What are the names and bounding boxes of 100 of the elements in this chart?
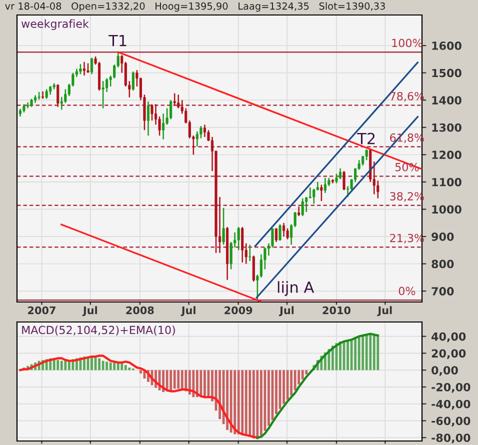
bar [166, 370, 168, 392]
bar [128, 368, 131, 370]
bar [290, 370, 293, 396]
bar [248, 370, 252, 437]
bar [177, 370, 180, 389]
candlestick [241, 226, 244, 264]
candlestick [60, 96, 63, 110]
y-tick-label: 900 [432, 232, 454, 241]
bar [173, 370, 176, 389]
bar [256, 370, 259, 440]
bar [102, 360, 104, 370]
candlestick [42, 90, 44, 100]
candlestick [106, 78, 108, 93]
candlestick [203, 124, 206, 138]
chart-subtitle: weekgrafiek [22, 19, 89, 30]
bar [226, 370, 229, 430]
bar [180, 370, 184, 390]
bar [237, 370, 240, 434]
bar [170, 370, 172, 390]
candlestick [331, 178, 334, 184]
candlestick [342, 170, 346, 191]
y-tick-label: 700 [432, 287, 454, 296]
candlestick [274, 228, 278, 243]
annotation: lijn A [278, 281, 314, 296]
bar [369, 334, 372, 370]
candlestick [196, 130, 198, 148]
bar [192, 370, 195, 398]
y-tick-label: 20,00 [432, 349, 466, 360]
candlestick [170, 99, 172, 120]
annotation: T1 [108, 35, 126, 46]
bar [354, 338, 357, 370]
x-tick-label: Jul [278, 306, 294, 316]
line-series [19, 354, 259, 439]
y-tick-label: -60,00 [432, 416, 470, 427]
candlestick [320, 184, 323, 202]
chart-title: vr 18-04-08 Open=1332,20 Hoog=1395,90 Laag=1324,35 Slot=1390,33 [5, 2, 385, 12]
candlestick [150, 104, 154, 122]
y-tick-label: -20,00 [432, 382, 470, 393]
candlestick [365, 149, 368, 161]
bar [260, 370, 262, 436]
candlestick [146, 100, 150, 136]
x-tick-label: 2009 [224, 306, 252, 314]
candlestick [173, 92, 176, 106]
candlestick [298, 206, 300, 217]
bar [109, 362, 112, 370]
annotation: 0% [398, 286, 416, 296]
y-tick-label: -80,00 [432, 434, 470, 444]
x-tick-label: Jul [82, 306, 97, 316]
x-tick-label: Jul [180, 306, 196, 316]
y-tick-label: 1200 [432, 150, 462, 160]
bar [376, 336, 380, 370]
bar [200, 370, 202, 396]
bar [56, 360, 60, 370]
bar [346, 341, 349, 370]
candlestick [222, 207, 225, 246]
candlestick [252, 254, 255, 282]
candlestick [237, 226, 240, 251]
bar [64, 360, 67, 370]
y-tick-label: 1000 [432, 205, 462, 214]
candlestick [79, 63, 82, 75]
line-series [256, 332, 380, 439]
candlestick [82, 61, 86, 76]
bar [372, 336, 376, 370]
y-tick-label: 800 [432, 260, 454, 268]
bar [204, 370, 206, 396]
bar [124, 365, 127, 370]
y-tick-label: 40,00 [432, 332, 466, 342]
candlestick [56, 84, 60, 108]
bar [60, 360, 63, 370]
bar [365, 334, 368, 370]
x-tick-label: 2007 [28, 306, 56, 314]
candlestick [132, 70, 134, 92]
bar [230, 370, 232, 433]
bar [358, 337, 360, 370]
x-tick-label: 2010 [322, 306, 350, 314]
candlestick [278, 224, 282, 242]
candlestick [312, 188, 316, 204]
annotation: 50% [395, 162, 419, 172]
candlestick [45, 88, 48, 100]
bar [234, 370, 236, 434]
bar [362, 336, 364, 370]
candlestick [301, 198, 304, 217]
annotation: T2 [357, 132, 375, 144]
y-tick-label: 0,00 [432, 366, 458, 376]
bar [252, 370, 255, 438]
candlestick [282, 222, 286, 238]
candlestick [86, 62, 90, 74]
x-tick-label: 2008 [126, 306, 154, 314]
y-tick-label: 1100 [432, 178, 462, 186]
candlestick [338, 168, 342, 180]
bar [244, 370, 248, 436]
bar [350, 340, 353, 370]
y-tick-label: 1500 [432, 68, 462, 78]
candlestick [90, 57, 94, 75]
x-tick-label: Jul [377, 306, 392, 316]
bar [188, 370, 191, 395]
candlestick [324, 177, 326, 194]
y-tick-label: -40,00 [432, 400, 470, 410]
bar [339, 341, 342, 370]
y-tick-label: 1400 [432, 96, 462, 104]
